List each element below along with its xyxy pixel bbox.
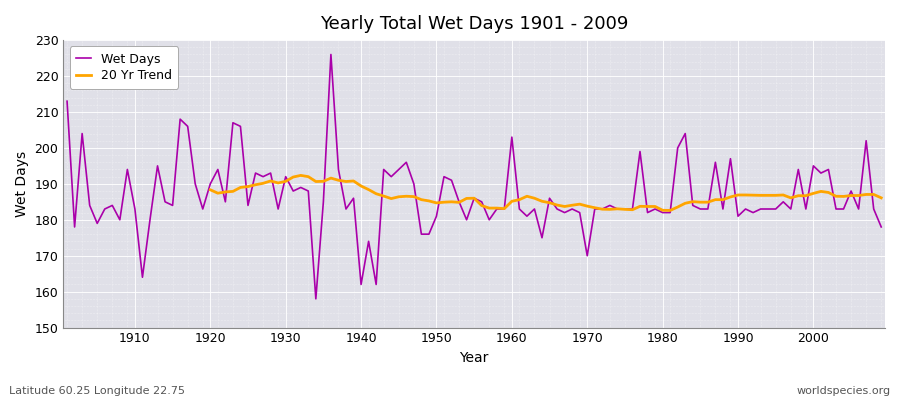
- 20 Yr Trend: [303, 174, 314, 179]
- Wet Days: [122, 167, 133, 172]
- Wet Days: [62, 99, 73, 104]
- 20 Yr Trend: [688, 199, 698, 204]
- 20 Yr Trend: [295, 173, 306, 178]
- 20 Yr Trend: [205, 187, 216, 192]
- Legend: Wet Days, 20 Yr Trend: Wet Days, 20 Yr Trend: [69, 46, 178, 89]
- Wet Days: [310, 296, 321, 301]
- Wet Days: [514, 207, 525, 212]
- Y-axis label: Wet Days: Wet Days: [15, 151, 29, 217]
- Wet Days: [612, 207, 623, 212]
- Line: Wet Days: Wet Days: [68, 54, 881, 299]
- 20 Yr Trend: [860, 192, 871, 197]
- 20 Yr Trend: [416, 197, 427, 202]
- Wet Days: [326, 52, 337, 57]
- Wet Days: [876, 224, 886, 229]
- 20 Yr Trend: [793, 193, 804, 198]
- 20 Yr Trend: [876, 196, 886, 200]
- Text: Latitude 60.25 Longitude 22.75: Latitude 60.25 Longitude 22.75: [9, 386, 185, 396]
- Line: 20 Yr Trend: 20 Yr Trend: [211, 176, 881, 210]
- 20 Yr Trend: [778, 192, 788, 197]
- Text: worldspecies.org: worldspecies.org: [796, 386, 891, 396]
- Wet Days: [348, 196, 359, 201]
- Wet Days: [288, 189, 299, 194]
- 20 Yr Trend: [665, 208, 676, 213]
- Wet Days: [521, 214, 532, 218]
- Title: Yearly Total Wet Days 1901 - 2009: Yearly Total Wet Days 1901 - 2009: [320, 15, 628, 33]
- X-axis label: Year: Year: [460, 351, 489, 365]
